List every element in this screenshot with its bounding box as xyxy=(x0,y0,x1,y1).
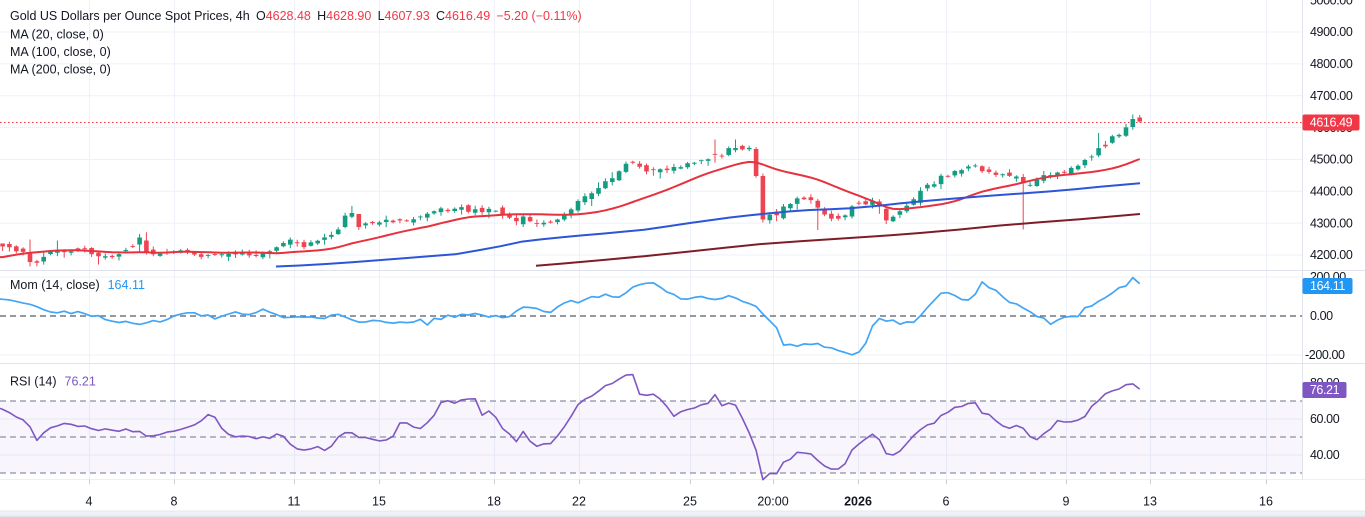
svg-text:20:00: 20:00 xyxy=(757,495,788,509)
svg-text:76.21: 76.21 xyxy=(1310,383,1340,397)
svg-text:Gold US Dollars per Ounce Spot: Gold US Dollars per Ounce Spot Prices, 4… xyxy=(10,9,582,23)
svg-text:4200.00: 4200.00 xyxy=(1310,248,1353,262)
svg-text:MA (100, close, 0): MA (100, close, 0) xyxy=(10,45,111,59)
svg-text:4616.49: 4616.49 xyxy=(1310,116,1353,130)
svg-text:40.00: 40.00 xyxy=(1310,448,1340,462)
svg-text:RSI (14)76.21: RSI (14) 76.21 xyxy=(10,375,96,389)
svg-text:4500.00: 4500.00 xyxy=(1310,153,1353,167)
svg-text:11: 11 xyxy=(288,495,301,509)
svg-text:60.00: 60.00 xyxy=(1310,412,1340,426)
svg-text:13: 13 xyxy=(1143,495,1157,509)
svg-text:-200.00: -200.00 xyxy=(1305,348,1345,362)
svg-text:4: 4 xyxy=(86,495,93,509)
svg-text:164.11: 164.11 xyxy=(1310,279,1345,293)
svg-text:4800.00: 4800.00 xyxy=(1310,57,1353,71)
svg-text:6: 6 xyxy=(943,495,950,509)
svg-text:0.00: 0.00 xyxy=(1310,309,1333,323)
svg-text:Mom (14, close)164.11: Mom (14, close) 164.11 xyxy=(10,278,145,292)
svg-text:8: 8 xyxy=(171,495,178,509)
svg-text:2026: 2026 xyxy=(844,495,872,509)
svg-text:5000.00: 5000.00 xyxy=(1310,0,1353,7)
svg-text:4900.00: 4900.00 xyxy=(1310,25,1353,39)
svg-text:22: 22 xyxy=(572,495,586,509)
svg-text:25: 25 xyxy=(683,495,697,509)
svg-text:15: 15 xyxy=(372,495,386,509)
svg-text:9: 9 xyxy=(1063,495,1070,509)
svg-text:4700.00: 4700.00 xyxy=(1310,89,1353,103)
svg-text:16: 16 xyxy=(1259,495,1273,509)
svg-text:4400.00: 4400.00 xyxy=(1310,185,1353,199)
svg-text:MA (20, close, 0): MA (20, close, 0) xyxy=(10,28,104,42)
svg-text:MA (200, close, 0): MA (200, close, 0) xyxy=(10,63,111,77)
svg-text:4300.00: 4300.00 xyxy=(1310,216,1353,230)
svg-text:18: 18 xyxy=(487,495,501,509)
